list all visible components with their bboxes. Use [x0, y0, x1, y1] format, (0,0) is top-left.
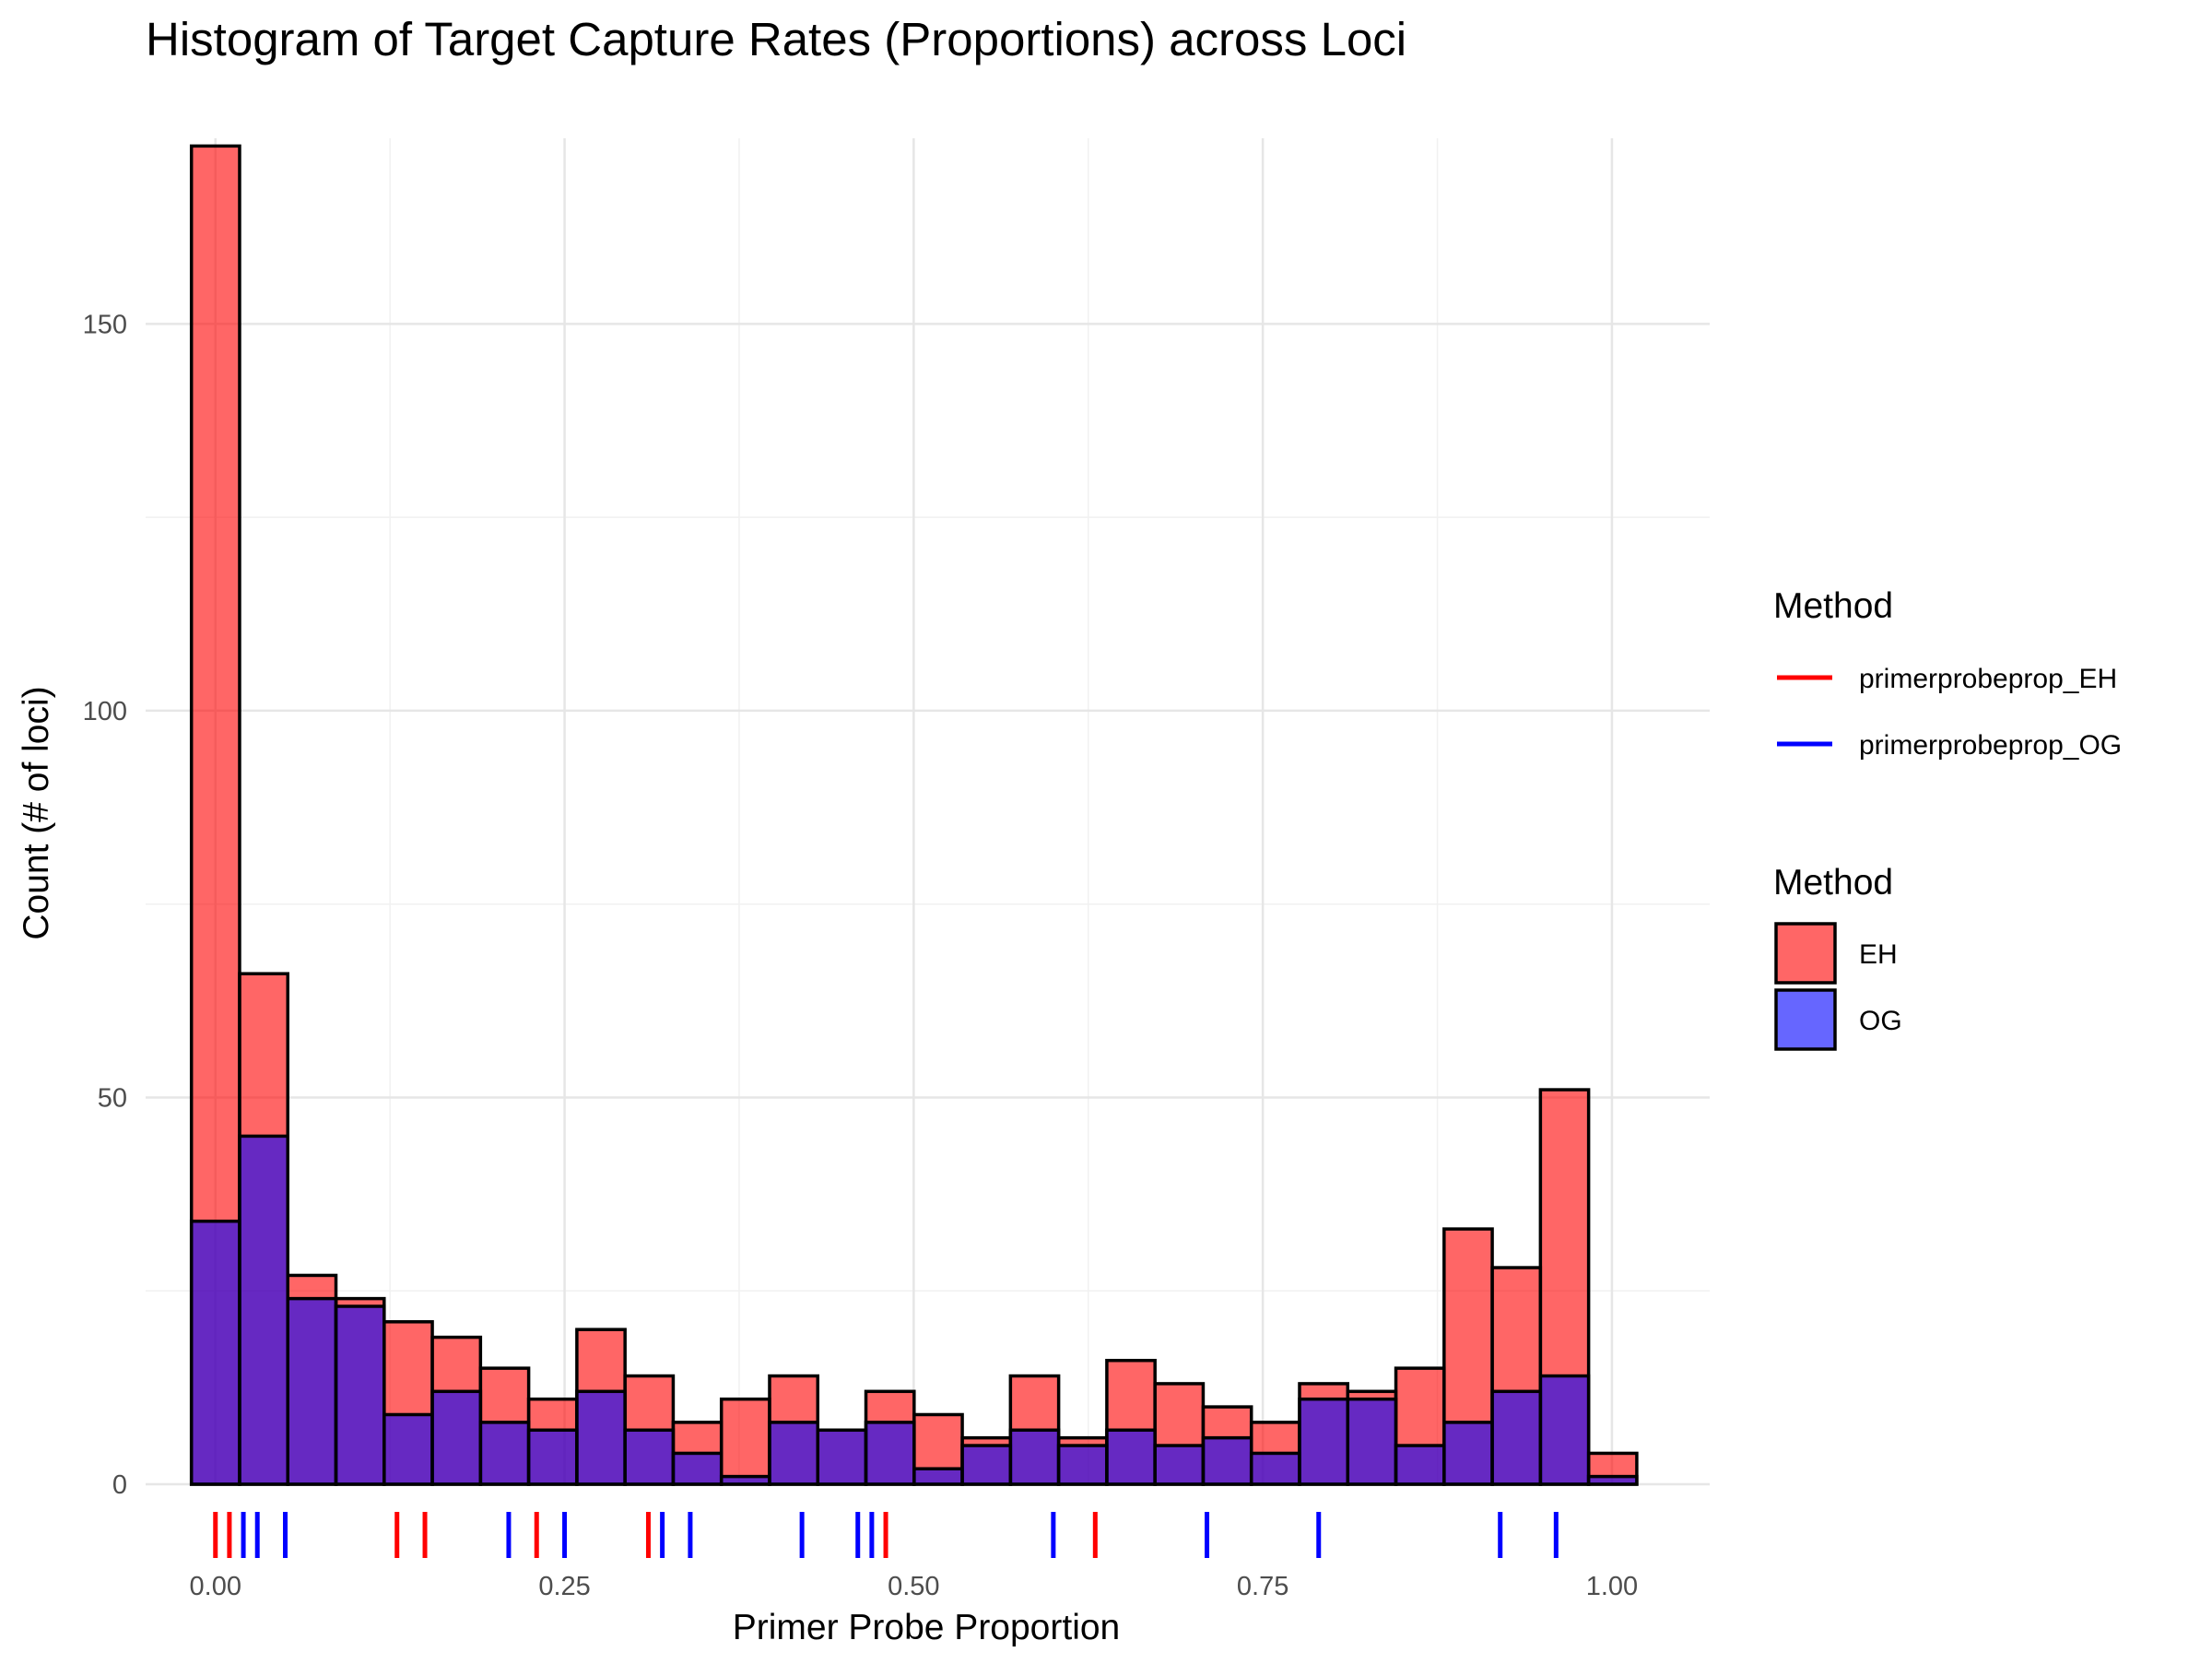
legend-fill-key-1 — [1774, 988, 1837, 1051]
bar-og-12 — [768, 1421, 820, 1486]
bar-og-27 — [1490, 1389, 1543, 1486]
bar-og-19 — [1105, 1428, 1157, 1486]
bar-og-1 — [238, 1134, 289, 1486]
bar-og-5 — [430, 1389, 483, 1486]
legend-title-fill: Method — [1773, 863, 1893, 903]
bar-og-17 — [1008, 1428, 1061, 1486]
x-tick-label-0: 0.00 — [190, 1572, 241, 1601]
bar-og-7 — [526, 1428, 579, 1486]
legend-label-rug-0: primerprobeprop_EH — [1859, 664, 2117, 694]
bar-og-15 — [912, 1467, 964, 1486]
bar-og-22 — [1249, 1451, 1301, 1486]
bar-og-25 — [1394, 1444, 1446, 1486]
bar-og-8 — [575, 1389, 627, 1486]
rug-layer — [213, 1512, 1559, 1558]
x-tick-label-1: 0.25 — [538, 1572, 590, 1601]
legend-label-fill-1: OG — [1859, 1006, 1902, 1036]
bar-og-11 — [719, 1474, 771, 1486]
bar-og-23 — [1298, 1397, 1350, 1486]
bar-og-3 — [334, 1304, 386, 1486]
legend-label-rug-1: primerprobeprop_OG — [1859, 730, 2122, 761]
bar-og-28 — [1538, 1374, 1591, 1486]
bar-og-26 — [1442, 1421, 1494, 1486]
bar-og-0 — [189, 1219, 241, 1486]
bar-og-6 — [478, 1421, 531, 1486]
y-tick-label-2: 100 — [83, 697, 127, 726]
axis-layer: 0.00 0.25 0.50 0.75 1.00 0 50 100 150 — [83, 310, 1639, 1601]
bar-og-29 — [1586, 1474, 1639, 1486]
bar-og-24 — [1346, 1397, 1398, 1486]
bar-og-14 — [864, 1421, 916, 1486]
bar-og-21 — [1201, 1435, 1253, 1486]
chart-title: Histogram of Target Capture Rates (Propo… — [146, 13, 1406, 65]
bar-og-18 — [1056, 1444, 1109, 1486]
x-tick-label-3: 0.75 — [1237, 1572, 1288, 1601]
y-tick-label-1: 50 — [98, 1083, 127, 1113]
bar-og-20 — [1153, 1444, 1206, 1486]
bar-og-10 — [671, 1451, 724, 1486]
x-tick-label-2: 0.50 — [888, 1572, 939, 1601]
legend-label-fill-0: EH — [1859, 939, 1898, 970]
bar-eh-11 — [719, 1397, 771, 1486]
bar-og-16 — [960, 1444, 1013, 1486]
y-tick-label-3: 150 — [83, 310, 127, 339]
bar-og-2 — [286, 1296, 338, 1486]
x-axis-title: Primer Probe Proportion — [733, 1608, 1121, 1647]
legend-title-rug: Method — [1773, 586, 1893, 626]
bar-og-4 — [382, 1412, 434, 1486]
x-tick-label-4: 1.00 — [1586, 1572, 1638, 1601]
bar-og-13 — [816, 1428, 868, 1486]
legend-fill-key-0 — [1774, 922, 1837, 985]
bar-og-9 — [623, 1428, 676, 1486]
legend-layer: Method primerprobeprop_EH primerprobeprop_… — [1773, 586, 2122, 1051]
y-tick-label-0: 0 — [112, 1470, 127, 1500]
y-axis-title: Count (# of loci) — [17, 686, 56, 939]
bars-layer — [189, 144, 1639, 1486]
